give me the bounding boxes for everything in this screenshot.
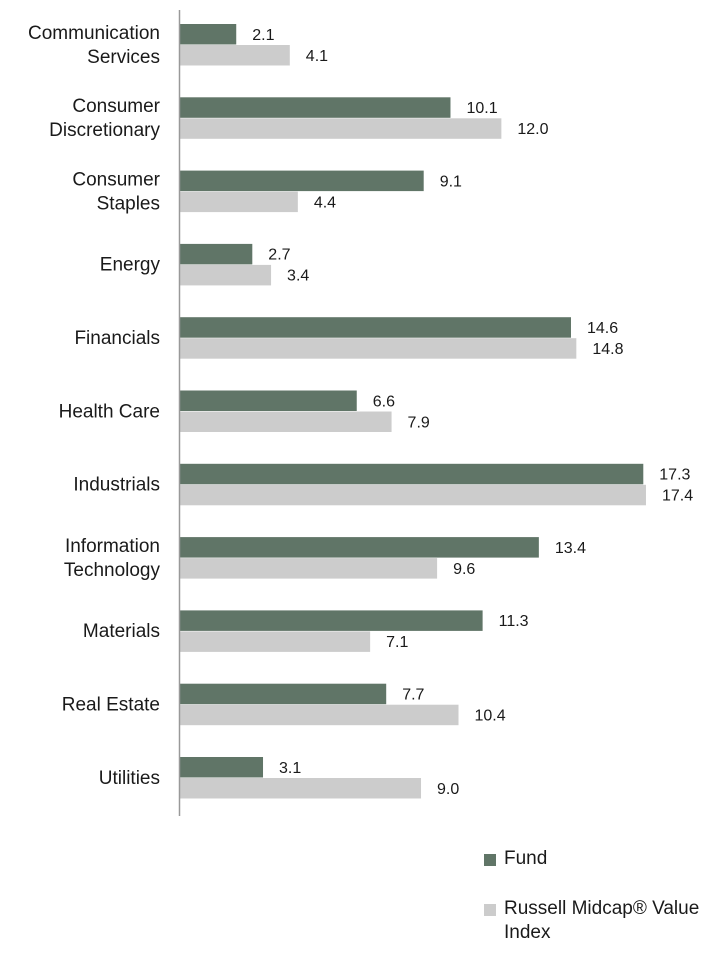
fund-value-label: 3.1 (279, 760, 301, 777)
index-value-label: 7.1 (386, 634, 408, 651)
category-label: Information Technology (64, 536, 161, 581)
legend-item-fund: Fund (484, 847, 720, 871)
index-value-label: 7.9 (408, 414, 430, 431)
fund-value-label: 6.6 (373, 393, 395, 410)
fund-bar (180, 317, 571, 338)
fund-bar (180, 390, 357, 411)
fund-bar (180, 243, 253, 265)
category-label: Financials (74, 328, 160, 349)
legend: Fund Russell Midcap® Value Index (484, 847, 720, 971)
legend-swatch-index (484, 904, 496, 916)
fund-bar (180, 24, 237, 45)
category-label: Health Care (59, 401, 160, 422)
index-value-label: 9.6 (453, 561, 475, 578)
index-bar (180, 704, 459, 726)
fund-value-label: 7.7 (402, 686, 424, 703)
index-value-label: 12.0 (517, 121, 548, 138)
fund-bar (180, 610, 483, 631)
index-bar (180, 118, 502, 139)
index-value-label: 3.4 (287, 268, 309, 285)
fund-bar (180, 683, 387, 705)
index-value-label: 4.1 (306, 48, 328, 65)
category-label: Industrials (73, 475, 160, 496)
legend-label-index: Russell Midcap® Value Index (504, 898, 700, 943)
index-value-label: 10.4 (475, 707, 506, 724)
fund-value-label: 17.3 (659, 467, 690, 484)
category-label: Energy (100, 255, 161, 276)
fund-bar (180, 97, 451, 118)
fund-value-label: 2.7 (268, 247, 290, 264)
category-label: Materials (83, 621, 160, 642)
category-label: Communication Services (28, 23, 160, 68)
legend-item-index: Russell Midcap® Value Index (484, 897, 720, 945)
fund-bar (180, 757, 264, 778)
index-bar (180, 45, 290, 66)
index-value-label: 9.0 (437, 781, 459, 798)
category-label: Consumer Staples (72, 169, 160, 214)
fund-value-label: 10.1 (466, 100, 497, 117)
index-value-label: 4.4 (314, 194, 336, 211)
sector-weight-chart: Communication Services 2.1 4.1 Consumer Discr… (28, 10, 693, 816)
index-bar (180, 338, 577, 359)
category-label: Real Estate (62, 694, 160, 715)
index-value-label: 17.4 (662, 488, 693, 505)
fund-value-label: 11.3 (499, 613, 529, 630)
fund-value-label: 14.6 (587, 320, 618, 337)
index-bar (180, 631, 371, 652)
legend-swatch-fund (484, 854, 496, 866)
index-bar (180, 484, 646, 506)
category-label: Consumer Discretionary (49, 96, 161, 141)
index-bar (180, 558, 438, 579)
index-bar (180, 264, 272, 286)
index-bar (180, 411, 392, 432)
fund-bar (180, 463, 644, 485)
index-bar (180, 191, 298, 213)
category-label: Utilities (99, 768, 160, 789)
index-value-label: 14.8 (592, 341, 623, 358)
fund-value-label: 9.1 (440, 173, 462, 190)
fund-bar (180, 170, 424, 192)
fund-value-label: 2.1 (252, 27, 274, 44)
fund-bar (180, 537, 539, 558)
fund-value-label: 13.4 (555, 540, 586, 557)
legend-label-fund: Fund (504, 848, 548, 869)
bars-group: Communication Services 2.1 4.1 Consumer Discr… (28, 23, 693, 799)
index-bar (180, 778, 422, 799)
